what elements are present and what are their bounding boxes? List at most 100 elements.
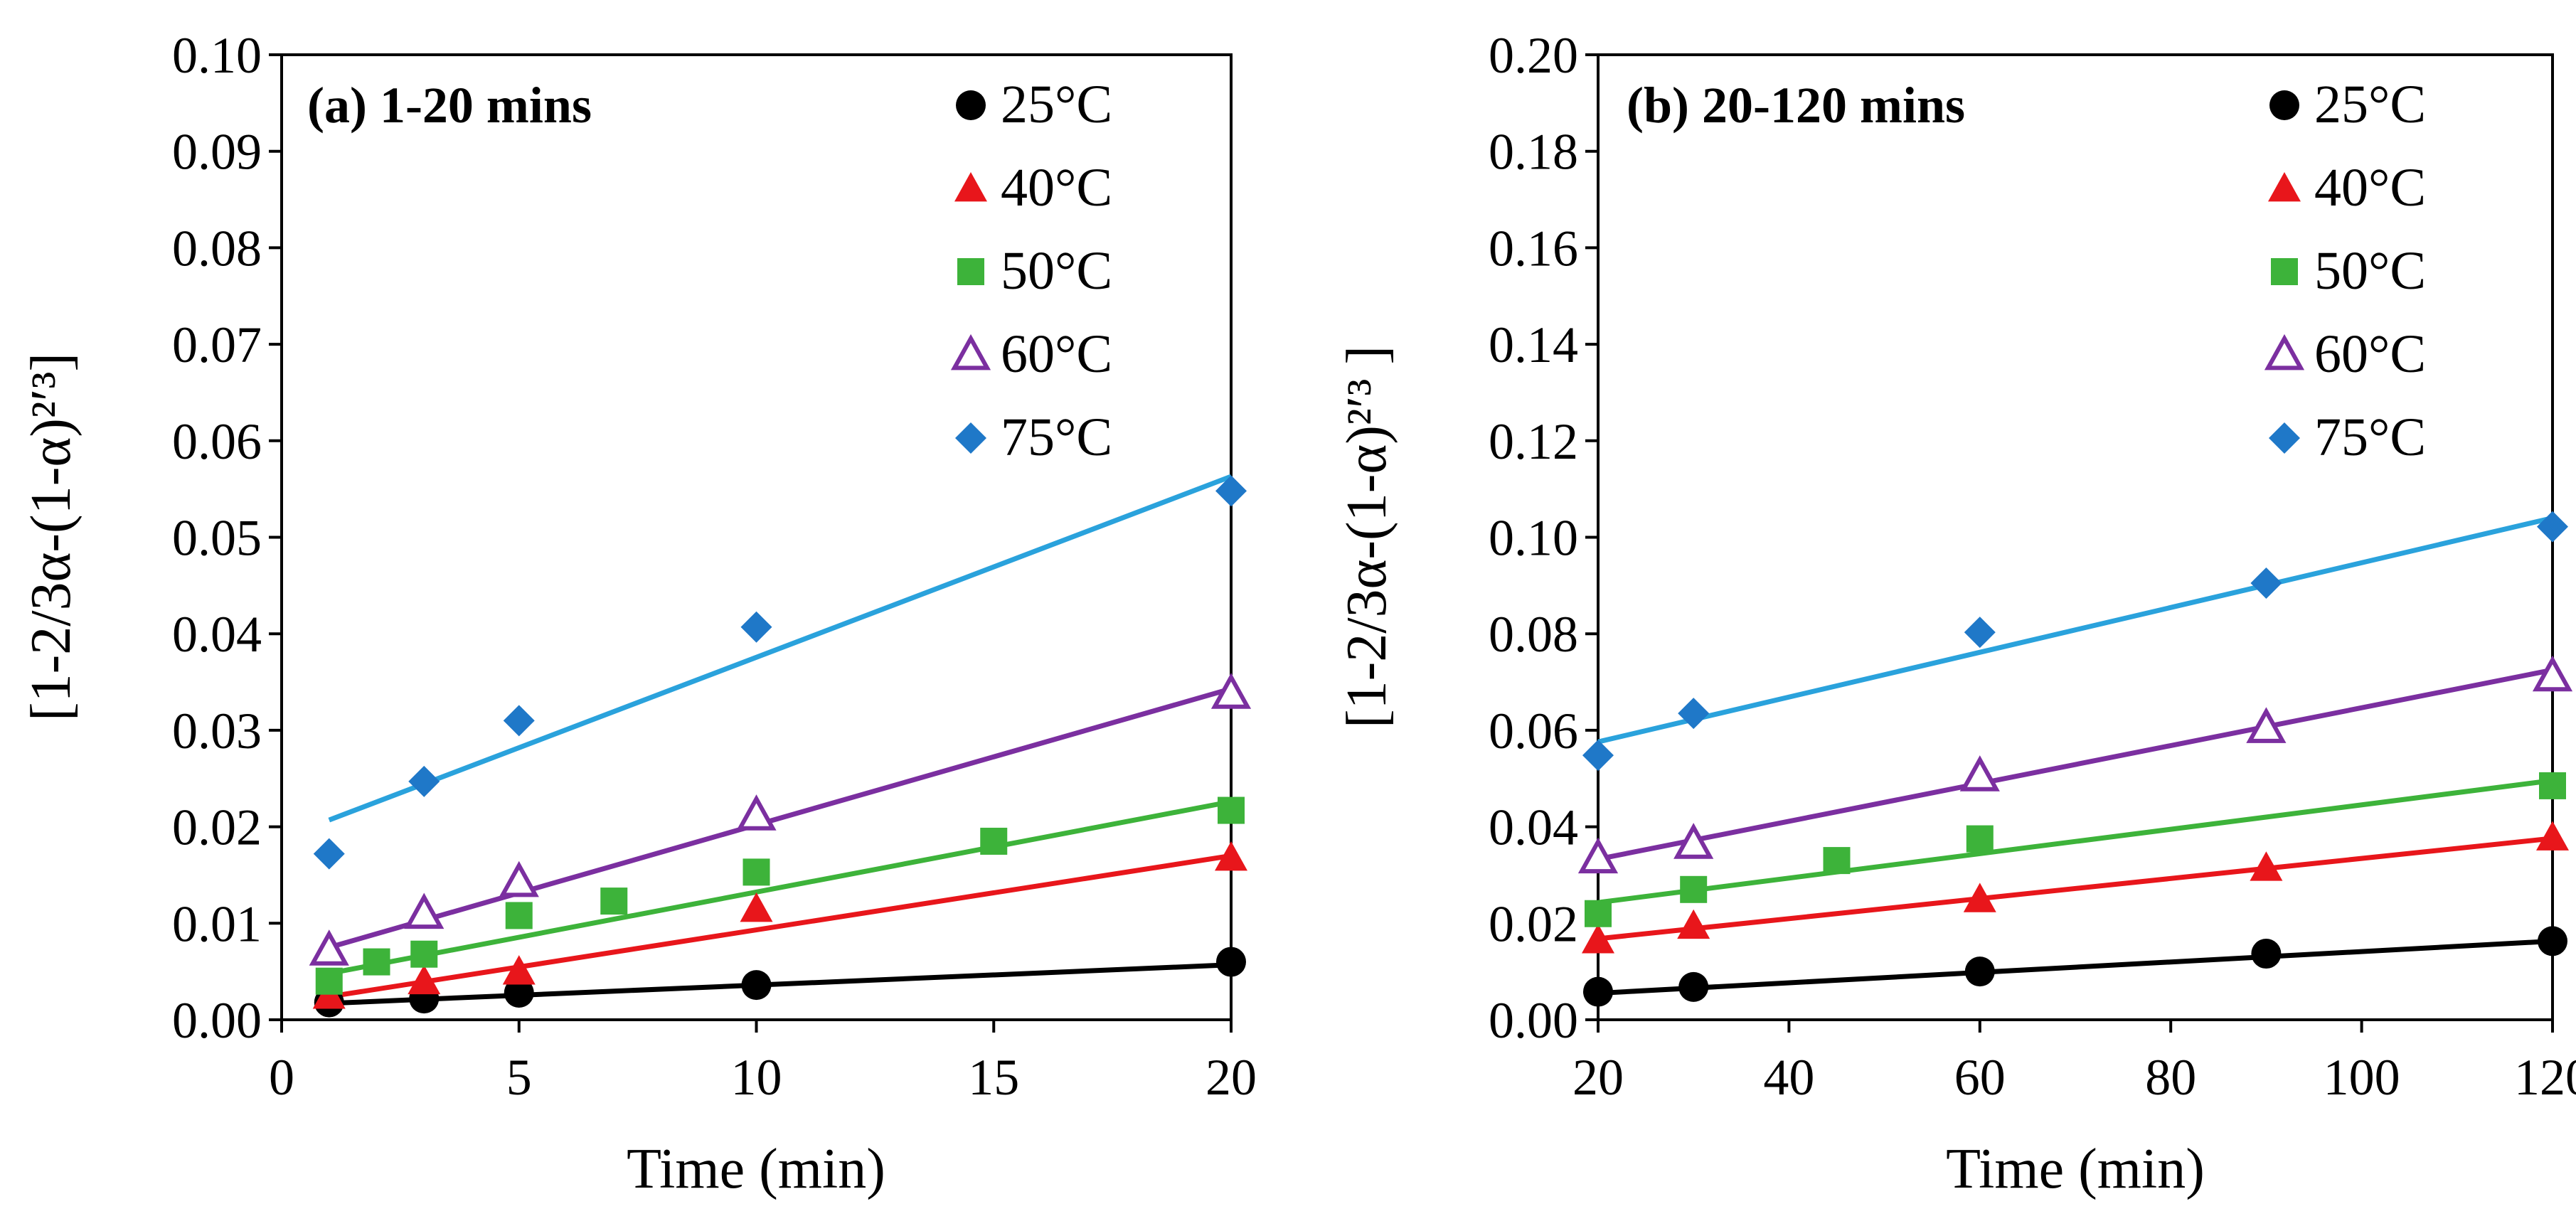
data-point-50c xyxy=(1823,847,1851,875)
data-point-60c xyxy=(1210,673,1252,709)
data-point-60c xyxy=(2246,707,2287,743)
y-tick-label: 0.08 xyxy=(1489,606,1578,663)
fit-line-25c xyxy=(329,962,1232,1006)
panel-title: (b) 20-120 mins xyxy=(1627,77,1965,134)
data-point-75c xyxy=(1678,698,1710,730)
x-tick-label: 15 xyxy=(968,1049,1019,1106)
x-tick-label: 120 xyxy=(2514,1049,2576,1106)
data-point-75c xyxy=(503,705,535,737)
y-tick-label: 0.04 xyxy=(172,606,262,663)
data-point-50c xyxy=(315,967,343,995)
y-tick-label: 0.00 xyxy=(172,992,262,1049)
legend-label-40c: 40°C xyxy=(2314,158,2426,218)
legend-label-25c: 25°C xyxy=(1001,75,1112,134)
data-point-50c xyxy=(980,827,1008,855)
data-point-50c xyxy=(1680,875,1708,903)
y-tick-label: 0.07 xyxy=(172,316,262,373)
data-point-40c xyxy=(2536,821,2569,851)
data-point-50c xyxy=(1966,825,1994,853)
data-point-40c xyxy=(502,955,536,985)
fit-lines xyxy=(328,474,1233,1006)
x-tick-label: 60 xyxy=(1954,1049,2006,1106)
data-point-75c xyxy=(1215,475,1247,507)
legend: 25°C 40°C 50°C 60°C 75°C xyxy=(950,75,1112,467)
x-tick-label: 100 xyxy=(2324,1049,2400,1106)
data-point-40c xyxy=(1677,909,1710,939)
legend-label-75c: 75°C xyxy=(2314,407,2426,467)
data-point-25c xyxy=(2251,939,2282,969)
legend-marker-40c xyxy=(2268,172,2301,202)
legend-label-40c: 40°C xyxy=(1001,158,1112,218)
x-tick-label: 20 xyxy=(1572,1049,1624,1106)
legend-label-25c: 25°C xyxy=(2314,75,2426,134)
legend-marker-75c xyxy=(2269,422,2300,454)
data-point-40c xyxy=(740,892,773,922)
y-tick-label: 0.08 xyxy=(172,220,262,277)
x-axis-label: Time (min) xyxy=(627,1138,885,1200)
data-point-50c xyxy=(1218,796,1245,824)
y-tick-label: 0.09 xyxy=(172,124,262,181)
fit-line-50c xyxy=(1597,777,2553,905)
data-point-25c xyxy=(1583,976,1613,1007)
legend-label-50c: 50°C xyxy=(2314,241,2426,301)
data-point-25c xyxy=(1678,971,1709,1002)
fit-line-75c xyxy=(1597,515,2553,745)
x-tick-label: 80 xyxy=(2145,1049,2196,1106)
data-points xyxy=(309,475,1252,1018)
legend-marker-25c xyxy=(956,90,986,120)
fit-lines xyxy=(1597,515,2553,996)
data-point-60c xyxy=(2532,655,2573,692)
panel-title: (a) 1-20 mins xyxy=(307,77,592,134)
data-point-75c xyxy=(2250,567,2282,599)
data-point-25c xyxy=(1216,947,1246,977)
y-tick-label: 0.10 xyxy=(1489,510,1578,567)
x-axis-label: Time (min) xyxy=(1946,1138,2205,1200)
y-tick-label: 0.04 xyxy=(1489,799,1578,856)
legend-marker-60c xyxy=(950,334,991,371)
fit-line-40c xyxy=(1597,836,2553,942)
data-point-60c xyxy=(1673,823,1714,859)
data-point-75c xyxy=(2537,511,2568,543)
legend-marker-75c xyxy=(955,422,986,454)
data-point-75c xyxy=(1582,740,1614,772)
y-tick-label: 0.03 xyxy=(172,703,262,759)
y-tick-label: 0.02 xyxy=(1489,895,1578,952)
y-tick-label: 0.10 xyxy=(172,27,262,84)
axis-ticks: 0.00 0.01 0.02 0.03 0.04 0.05 0.06 0.07 0.08 0.09… xyxy=(172,27,1257,1106)
legend-marker-50c xyxy=(957,258,984,285)
data-point-25c xyxy=(504,978,534,1008)
data-point-75c xyxy=(313,838,345,870)
legend-marker-60c xyxy=(2264,334,2305,371)
y-tick-label: 0.02 xyxy=(172,799,262,856)
data-point-50c xyxy=(600,887,628,915)
fit-line-60c xyxy=(1597,667,2553,862)
y-tick-label: 0.06 xyxy=(1489,703,1578,759)
data-point-60c xyxy=(1959,755,2000,791)
fit-line-25c xyxy=(1597,938,2553,996)
data-point-25c xyxy=(1964,956,1995,987)
data-point-75c xyxy=(740,611,772,643)
panel-a: 0.00 0.01 0.02 0.03 0.04 0.05 0.06 0.07 0.08 0.09… xyxy=(20,27,1257,1200)
legend-marker-40c xyxy=(954,172,987,202)
data-point-60c xyxy=(309,929,349,966)
y-tick-label: 0.01 xyxy=(172,895,262,952)
legend-label-60c: 60°C xyxy=(1001,324,1112,384)
y-tick-label: 0.16 xyxy=(1489,220,1578,277)
legend-marker-50c xyxy=(2271,258,2298,285)
data-point-75c xyxy=(408,765,440,797)
y-tick-label: 0.12 xyxy=(1489,413,1578,470)
y-axis-label: [1-2/3α-(1-α)²′³] xyxy=(20,353,83,721)
data-point-50c xyxy=(1585,900,1612,927)
data-point-25c xyxy=(741,970,772,1001)
data-point-40c xyxy=(408,964,441,995)
fit-line-75c xyxy=(328,474,1233,823)
x-tick-label: 10 xyxy=(731,1049,782,1106)
data-point-50c xyxy=(505,902,533,929)
data-point-50c xyxy=(363,948,390,976)
x-tick-label: 20 xyxy=(1205,1049,1257,1106)
data-points xyxy=(1577,511,2573,1007)
legend-label-60c: 60°C xyxy=(2314,324,2426,384)
y-tick-label: 0.05 xyxy=(172,510,262,567)
data-point-60c xyxy=(404,892,445,929)
